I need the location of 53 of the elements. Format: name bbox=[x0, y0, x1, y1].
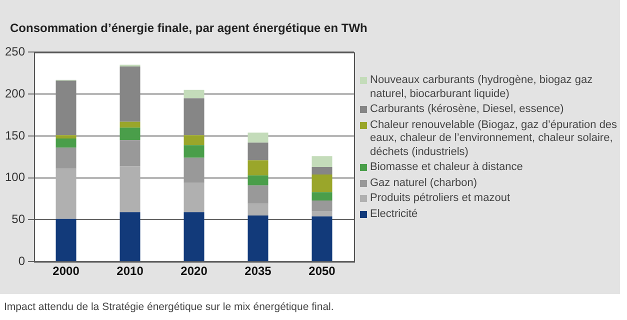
bar bbox=[120, 128, 140, 140]
bar bbox=[312, 200, 332, 212]
bar bbox=[312, 156, 332, 167]
y-tick-label: 100 bbox=[4, 170, 26, 184]
bar bbox=[184, 90, 204, 98]
x-tick-label: 2020 bbox=[180, 264, 208, 278]
bar bbox=[120, 212, 140, 262]
bar bbox=[184, 158, 204, 183]
bar bbox=[184, 135, 204, 146]
x-tick-label: 2035 bbox=[244, 264, 272, 278]
bar bbox=[56, 168, 76, 219]
bar bbox=[248, 204, 268, 216]
bar bbox=[248, 142, 268, 160]
bar bbox=[56, 148, 76, 169]
y-tick-label: 50 bbox=[12, 212, 26, 226]
y-tick-label: 200 bbox=[4, 86, 26, 100]
bar bbox=[120, 122, 140, 128]
bar bbox=[184, 182, 204, 212]
legend-label: Nouveaux carburants (hydrogène, biogaz gaz naturel, biocarburant liquide) bbox=[370, 74, 593, 100]
bar bbox=[56, 80, 76, 136]
legend-label: Electricité bbox=[370, 208, 418, 220]
y-tick-label: 0 bbox=[18, 254, 26, 268]
bar bbox=[248, 132, 268, 143]
bar bbox=[312, 211, 332, 216]
bar bbox=[184, 212, 204, 262]
legend-label: Biomasse et chaleur à distance bbox=[370, 161, 523, 173]
y-tick-label: 150 bbox=[4, 128, 26, 142]
bar bbox=[120, 140, 140, 166]
bar bbox=[312, 166, 332, 174]
legend-label: Carburants (kérosène, Diesel, essence) bbox=[370, 103, 564, 115]
bar bbox=[120, 66, 140, 122]
bar bbox=[184, 98, 204, 136]
bar bbox=[312, 192, 332, 200]
y-tick-label: 250 bbox=[4, 44, 26, 59]
bar bbox=[248, 185, 268, 204]
bar bbox=[120, 166, 140, 212]
bar bbox=[56, 138, 76, 148]
text: Impact attendu de la Stratégie énergétique sur le mix énergétique final. bbox=[4, 301, 334, 313]
bar bbox=[248, 160, 268, 176]
x-tick-label: 2000 bbox=[52, 264, 80, 278]
bar bbox=[248, 216, 268, 262]
bar bbox=[56, 135, 76, 138]
bar bbox=[248, 175, 268, 186]
legend-label: Produits pétroliers et mazout bbox=[370, 192, 510, 204]
bar bbox=[56, 218, 76, 262]
bar bbox=[184, 145, 204, 158]
chart-title: Consommation d’énergie finale, par agent énergétique en TWh bbox=[10, 21, 368, 35]
x-tick-label: 2050 bbox=[308, 264, 336, 278]
legend-label: Chaleur renouvelable (Biogaz, gaz d’épuration des eaux, chaleur de l’environnement, chaleur solaire, déchets (industriels) bbox=[370, 118, 618, 158]
x-tick-label: 2010 bbox=[116, 264, 144, 278]
legend-label: Gaz naturel (charbon) bbox=[370, 176, 477, 188]
bar bbox=[312, 174, 332, 192]
bar bbox=[312, 216, 332, 262]
